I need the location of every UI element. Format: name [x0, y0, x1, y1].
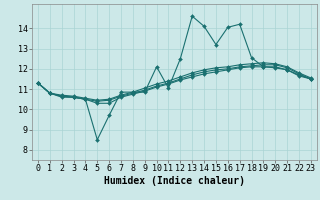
X-axis label: Humidex (Indice chaleur): Humidex (Indice chaleur) [104, 176, 245, 186]
